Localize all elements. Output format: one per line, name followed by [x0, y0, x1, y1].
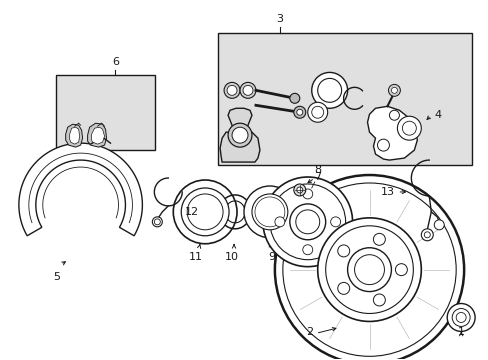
Circle shape — [296, 109, 302, 115]
Text: 5: 5 — [53, 272, 60, 282]
Circle shape — [293, 106, 305, 118]
Circle shape — [293, 184, 305, 196]
Polygon shape — [220, 108, 260, 162]
Polygon shape — [19, 143, 142, 236]
Circle shape — [274, 217, 285, 227]
Circle shape — [402, 121, 415, 135]
Circle shape — [390, 87, 397, 93]
Text: 3: 3 — [276, 14, 283, 24]
Circle shape — [317, 78, 341, 102]
Polygon shape — [91, 127, 104, 144]
Circle shape — [347, 248, 390, 292]
Circle shape — [447, 303, 474, 332]
Circle shape — [289, 204, 325, 240]
Polygon shape — [87, 123, 106, 147]
Polygon shape — [65, 124, 82, 147]
Circle shape — [243, 85, 252, 95]
Circle shape — [325, 226, 412, 314]
Text: 11: 11 — [189, 252, 203, 262]
Circle shape — [232, 127, 247, 143]
Circle shape — [373, 294, 385, 306]
Circle shape — [262, 204, 277, 220]
Circle shape — [433, 220, 443, 230]
Circle shape — [337, 245, 349, 257]
Text: 10: 10 — [224, 252, 239, 262]
Circle shape — [258, 200, 281, 224]
Circle shape — [307, 102, 327, 122]
Circle shape — [424, 232, 429, 238]
Circle shape — [354, 255, 384, 285]
Circle shape — [397, 116, 421, 140]
Circle shape — [337, 282, 349, 294]
Circle shape — [240, 82, 255, 98]
Circle shape — [269, 184, 345, 260]
Circle shape — [282, 183, 455, 356]
Circle shape — [295, 210, 319, 234]
Circle shape — [224, 82, 240, 98]
Circle shape — [173, 180, 237, 244]
Circle shape — [451, 309, 469, 327]
Circle shape — [395, 264, 407, 276]
Text: 9: 9 — [268, 252, 275, 262]
Circle shape — [302, 245, 312, 255]
Circle shape — [317, 218, 421, 321]
Circle shape — [289, 93, 299, 103]
Circle shape — [311, 72, 347, 108]
Bar — [56, 75, 155, 150]
Polygon shape — [69, 127, 80, 144]
Circle shape — [154, 219, 160, 225]
Circle shape — [302, 189, 312, 199]
Circle shape — [455, 312, 465, 323]
Circle shape — [152, 217, 162, 227]
Circle shape — [227, 123, 251, 147]
Text: 4: 4 — [433, 110, 441, 120]
Text: 2: 2 — [305, 327, 313, 337]
Circle shape — [263, 177, 352, 267]
Circle shape — [388, 110, 399, 120]
Text: 7: 7 — [313, 172, 321, 182]
Circle shape — [377, 139, 388, 151]
Bar — [218, 32, 471, 165]
Text: 12: 12 — [185, 207, 199, 217]
Circle shape — [181, 188, 228, 236]
Text: 13: 13 — [380, 187, 394, 197]
Circle shape — [296, 187, 302, 193]
Circle shape — [387, 84, 400, 96]
Text: 1: 1 — [457, 327, 464, 337]
Circle shape — [421, 229, 432, 241]
Circle shape — [244, 186, 295, 238]
Circle shape — [251, 194, 287, 230]
Circle shape — [330, 217, 340, 227]
Text: 8: 8 — [313, 165, 321, 175]
Circle shape — [373, 233, 385, 245]
Polygon shape — [367, 106, 416, 160]
Text: 6: 6 — [112, 58, 119, 67]
Circle shape — [274, 175, 463, 360]
Circle shape — [311, 106, 323, 118]
Circle shape — [187, 194, 223, 230]
Circle shape — [254, 197, 285, 227]
Circle shape — [226, 85, 237, 95]
